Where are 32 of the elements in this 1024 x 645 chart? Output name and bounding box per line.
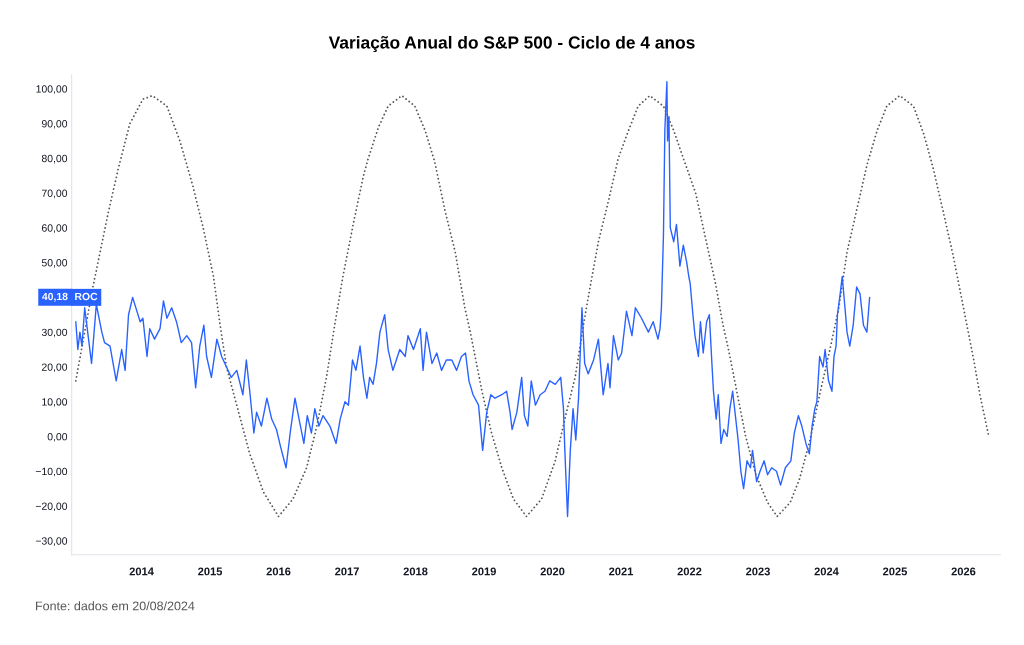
x-tick-label: 2025 — [883, 567, 908, 576]
legend-label: ROC — [75, 292, 98, 301]
y-tick-label: −10,00 — [35, 467, 68, 477]
x-tick-label: 2020 — [540, 567, 565, 576]
x-tick-label: 2014 — [129, 567, 154, 576]
text: 40,18 — [42, 292, 68, 302]
line-series — [75, 81, 871, 518]
x-tick-label: 2016 — [266, 567, 291, 576]
x-tick-label: 2017 — [335, 567, 359, 576]
x-tick-label: 2019 — [472, 567, 496, 576]
y-tick-label: 90,00 — [41, 120, 68, 129]
y-tick-label: −30,00 — [35, 537, 68, 546]
x-tick-label: 2026 — [951, 567, 976, 576]
x-tick-label: 2022 — [677, 567, 702, 576]
y-tick-label: 100,00 — [36, 85, 68, 94]
x-tick-label: 2018 — [403, 567, 428, 576]
x-tick-label: 2024 — [814, 567, 839, 576]
y-tick-label: 30,00 — [41, 328, 68, 338]
y-tick-label: 60,00 — [41, 224, 68, 233]
line-series — [74, 94, 990, 518]
source-note: Fonte: dados em 20/08/2024 — [36, 601, 195, 611]
x-tick-label: 2023 — [746, 567, 770, 576]
y-tick-label: 20,00 — [41, 363, 68, 373]
y-tick-label: −20,00 — [35, 502, 68, 512]
y-tick-label: 0,00 — [47, 432, 68, 442]
chart-title: Variação Anual do S&P 500 - Ciclo de 4 anos — [328, 35, 695, 53]
y-tick-label: 10,00 — [42, 398, 68, 407]
y-tick-label: 80,00 — [41, 154, 68, 164]
x-tick-label: 2015 — [198, 567, 223, 576]
x-tick-label: 2021 — [609, 567, 634, 576]
y-tick-label: 50,00 — [41, 259, 68, 268]
y-tick-label: 70,00 — [41, 189, 68, 199]
